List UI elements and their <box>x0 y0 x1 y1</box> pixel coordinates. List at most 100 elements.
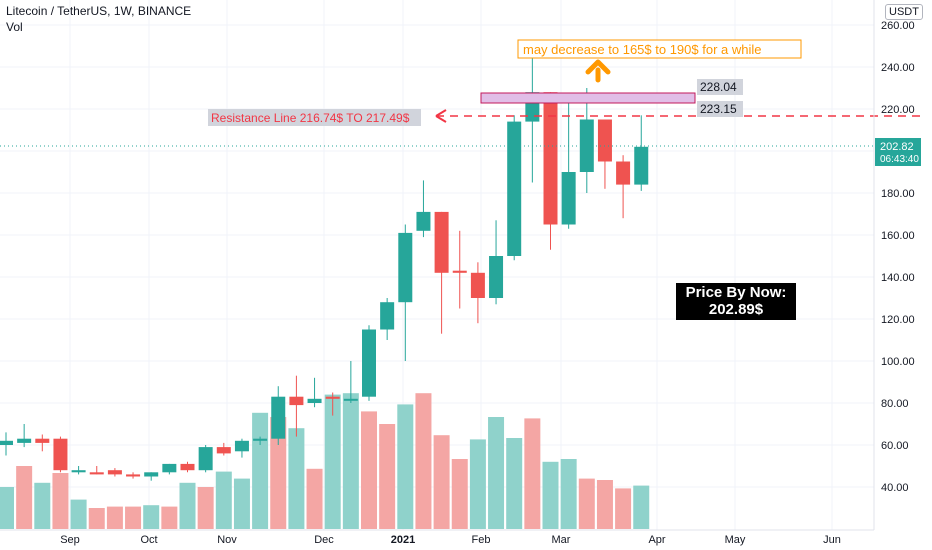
candle-body[interactable] <box>253 438 268 441</box>
volume-bar[interactable] <box>215 471 232 529</box>
y-tick-label: 260.00 <box>881 20 915 32</box>
candle-body[interactable] <box>470 272 485 298</box>
resistance-note-box <box>208 109 421 126</box>
last-price-countdown: 06:43:40 <box>880 154 919 165</box>
candle-body[interactable] <box>634 146 649 185</box>
y-tick-label: 160.00 <box>881 230 915 242</box>
candle-body[interactable] <box>17 438 32 443</box>
volume-bar[interactable] <box>161 506 178 529</box>
candle-body[interactable] <box>543 92 558 225</box>
y-tick-label: 40.00 <box>881 482 909 494</box>
y-tick-label: 220.00 <box>881 104 915 116</box>
candle-body[interactable] <box>271 396 286 439</box>
volume-bar[interactable] <box>506 438 523 529</box>
candle-body[interactable] <box>35 438 50 443</box>
volume-bar[interactable] <box>578 478 595 529</box>
candle-body[interactable] <box>343 398 358 401</box>
price-callout-value: 202.89$ <box>708 301 764 318</box>
volume-bar[interactable] <box>488 417 505 529</box>
volume-bar[interactable] <box>361 411 377 529</box>
volume-bar[interactable] <box>415 393 432 529</box>
candle-body[interactable] <box>507 121 522 256</box>
candle-body[interactable] <box>307 398 322 403</box>
volume-bar[interactable] <box>524 418 541 529</box>
level-top-box <box>697 79 743 95</box>
symbol-title: Litecoin / TetherUS, 1W, BINANCE <box>6 4 192 18</box>
volume-bar[interactable] <box>433 435 450 529</box>
volume-bar[interactable] <box>633 485 650 529</box>
volume-bar[interactable] <box>615 488 632 529</box>
volume-bar[interactable] <box>270 417 287 529</box>
x-tick-label: 2021 <box>391 534 415 546</box>
level-bottom-label: 223.15 <box>700 102 737 116</box>
candle-body[interactable] <box>597 119 612 162</box>
volume-bar[interactable] <box>542 461 559 529</box>
volume-bar[interactable] <box>70 499 87 529</box>
arrow-up-icon <box>585 59 611 83</box>
volume-bar[interactable] <box>397 404 414 529</box>
candle-body[interactable] <box>362 329 376 397</box>
volume-bar[interactable] <box>197 487 214 529</box>
volume-bar[interactable] <box>52 473 69 529</box>
volume-bar[interactable] <box>88 508 105 529</box>
volume-bar[interactable] <box>125 506 142 529</box>
volume-bar[interactable] <box>379 424 396 529</box>
volume-bar[interactable] <box>324 394 341 529</box>
x-tick-label: Nov <box>217 534 237 546</box>
candle-body[interactable] <box>561 172 576 225</box>
candle-body[interactable] <box>107 470 122 475</box>
volume-label: Vol <box>6 20 23 34</box>
candle-body[interactable] <box>380 302 395 330</box>
volume-bar[interactable] <box>0 487 14 529</box>
volume-bar[interactable] <box>288 428 305 529</box>
volume-bar[interactable] <box>469 439 486 529</box>
candle-body[interactable] <box>434 211 449 273</box>
candle-body[interactable] <box>452 270 467 273</box>
candle-body[interactable] <box>489 256 504 298</box>
last-price-tag: 202.82 06:43:40 <box>875 138 921 166</box>
candle-body[interactable] <box>616 161 631 185</box>
volume-bar[interactable] <box>143 505 160 529</box>
volume-bar[interactable] <box>106 506 123 529</box>
candle-body[interactable] <box>53 438 68 471</box>
forecast-note-box <box>517 39 802 59</box>
volume-bar[interactable] <box>596 480 613 529</box>
volume-bar[interactable] <box>306 468 323 529</box>
forecast-note: may decrease to 165$ to 190$ for a while <box>523 42 761 57</box>
candle-body[interactable] <box>325 396 340 399</box>
volume-bar[interactable] <box>560 459 577 529</box>
x-tick-label: Jun <box>823 534 841 546</box>
candle-body[interactable] <box>234 440 249 452</box>
volume-bar[interactable] <box>16 466 33 529</box>
level-top-label: 228.04 <box>700 80 737 94</box>
candle-body[interactable] <box>198 447 213 471</box>
candle-body[interactable] <box>162 463 177 473</box>
volume-bar[interactable] <box>233 478 250 529</box>
candle-body[interactable] <box>144 472 159 477</box>
candle-body[interactable] <box>71 470 86 473</box>
currency-selector[interactable]: USDT <box>885 4 923 20</box>
candle-body[interactable] <box>289 396 304 406</box>
volume-bar[interactable] <box>179 482 196 529</box>
volume-bar[interactable] <box>451 459 468 529</box>
resistance-zone[interactable] <box>480 92 696 104</box>
candle-body[interactable] <box>579 119 594 173</box>
candle-body[interactable] <box>398 232 413 303</box>
candle-body[interactable] <box>416 211 431 231</box>
candle-body[interactable] <box>0 440 13 445</box>
x-tick-label: Sep <box>60 534 80 546</box>
y-tick-label: 100.00 <box>881 356 915 368</box>
candle-body[interactable] <box>216 447 231 454</box>
y-tick-label: 120.00 <box>881 314 915 326</box>
volume-bar[interactable] <box>34 482 51 529</box>
candle-body[interactable] <box>126 474 141 477</box>
volume-bar[interactable] <box>252 412 269 529</box>
volume-bar[interactable] <box>342 393 359 529</box>
price-callout-title: Price By Now: <box>685 284 787 301</box>
price-callout: Price By Now: 202.89$ <box>676 283 796 320</box>
resistance-note: Resistance Line 216.74$ TO 217.49$ <box>211 111 410 125</box>
arrow-left-icon <box>435 109 447 123</box>
candle-body[interactable] <box>180 463 195 471</box>
candle-body[interactable] <box>89 472 104 475</box>
